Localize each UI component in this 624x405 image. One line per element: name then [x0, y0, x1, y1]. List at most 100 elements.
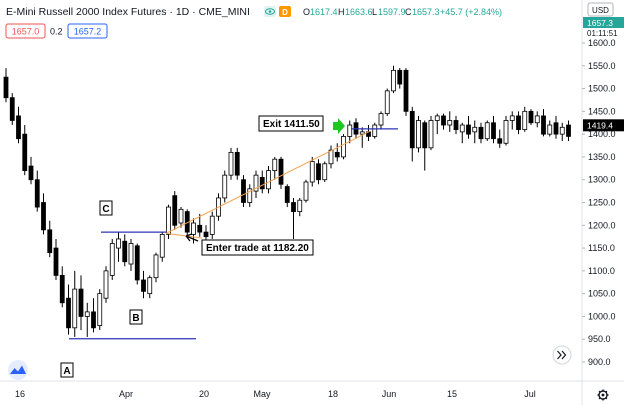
bid-button[interactable]	[5, 23, 46, 39]
candle-body	[334, 151, 340, 158]
candle-body	[516, 115, 521, 130]
time-tick-label: 18	[328, 389, 338, 399]
candle-body	[416, 120, 421, 149]
candle	[347, 120, 353, 144]
last-price-tag	[583, 17, 624, 29]
candle	[284, 184, 290, 208]
candle	[116, 232, 121, 262]
candle	[278, 156, 284, 189]
symbol-title[interactable]: E-Mini Russell 2000 Index Futures · 1D ·…	[6, 6, 250, 18]
candle	[159, 232, 165, 262]
candle	[209, 211, 215, 239]
low-label: L	[372, 7, 377, 17]
price-tick-label: 1400.0	[588, 129, 616, 139]
drawings-layer: C B A Enter trade at 1182.20 Exit 1411.5…	[60, 115, 398, 378]
candle	[528, 109, 534, 126]
eye-icon[interactable]	[264, 6, 276, 17]
candle-body	[522, 110, 528, 130]
data-badge-icon[interactable]: D	[279, 6, 291, 17]
candle-body	[472, 126, 478, 133]
candle-body	[147, 277, 153, 295]
candle-body	[116, 238, 121, 249]
candle-body	[97, 293, 103, 326]
candle	[9, 93, 15, 126]
countdown: 01:11:51	[587, 29, 618, 38]
chevron-right-double-icon	[557, 350, 567, 360]
candle	[372, 122, 378, 139]
candle-body	[203, 231, 209, 238]
trend-line-lower[interactable]	[165, 232, 203, 239]
candle-body	[234, 151, 240, 176]
candle-body	[172, 195, 178, 226]
scroll-to-realtime-button[interactable]	[552, 345, 572, 365]
tradingview-logo-icon[interactable]	[8, 360, 28, 380]
candle-body	[434, 115, 440, 121]
candle-body	[303, 181, 309, 201]
svg-text:D: D	[282, 8, 288, 17]
plot-area[interactable]	[0, 0, 582, 381]
bid-ask-widget: 1657.0 0.2 1657.2	[5, 23, 108, 39]
price-tick-label: 950.0	[588, 334, 611, 344]
candle-body	[541, 115, 546, 135]
candle	[103, 266, 109, 303]
candle	[59, 266, 65, 308]
candle	[291, 197, 296, 239]
candle	[53, 238, 59, 280]
candle-body	[78, 288, 84, 317]
candle-body	[509, 115, 515, 121]
label-a: A	[63, 366, 70, 377]
candle	[222, 170, 228, 203]
candle-body	[41, 202, 46, 231]
candle	[359, 127, 365, 148]
candle-body	[272, 158, 278, 171]
candle-body	[309, 161, 315, 183]
candle	[397, 68, 403, 89]
candle-body	[66, 297, 71, 329]
candle	[428, 115, 434, 151]
candle-body	[297, 199, 303, 213]
price-tick-label: 1100.0	[588, 266, 615, 276]
trend-line-upper[interactable]	[165, 130, 371, 234]
candle-body	[153, 254, 159, 279]
candle-body	[53, 247, 59, 276]
candle-body	[34, 179, 40, 208]
candle-body	[372, 124, 378, 137]
label-c-box	[99, 200, 113, 216]
price-tick-label: 1050.0	[588, 289, 616, 299]
price-tick-label: 1000.0	[588, 311, 616, 321]
candle-body	[441, 115, 446, 126]
candle-body	[128, 243, 134, 265]
candle-body	[291, 202, 296, 213]
candle	[447, 111, 453, 132]
candle	[559, 122, 565, 141]
candle	[34, 170, 40, 212]
candle	[247, 184, 253, 208]
candle-body	[134, 245, 140, 281]
price-axis[interactable]: USD 1657.3 01:11:51 1600.0 1550.0 1500.0 14…	[581, 0, 624, 405]
candle-body	[84, 311, 90, 317]
low-value: 1597.9	[378, 7, 406, 17]
plot-background[interactable]	[0, 0, 582, 381]
ask-button[interactable]	[67, 23, 108, 39]
candle	[516, 111, 521, 135]
candle	[459, 122, 465, 144]
currency-badge[interactable]	[587, 2, 614, 17]
candle-body	[391, 69, 396, 92]
gear-icon[interactable]	[597, 389, 609, 401]
candle	[541, 109, 546, 137]
crosshair-price: 1419.4	[587, 120, 613, 130]
candle	[84, 302, 90, 337]
entry-label: Enter trade at 1182.20	[206, 243, 309, 254]
candle-body	[503, 120, 509, 144]
open-label: O	[303, 7, 310, 17]
candle	[341, 134, 346, 160]
candle-body	[109, 243, 115, 276]
candle-body	[91, 311, 96, 329]
candle	[466, 115, 471, 139]
candle-body	[141, 279, 146, 292]
candle	[97, 289, 103, 331]
candle	[128, 238, 134, 271]
crosshair-price-tag	[583, 119, 624, 132]
currency-label: USD	[592, 6, 609, 15]
time-axis[interactable]: 16 Apr 20 May 18 Jun 15 Jul	[0, 380, 624, 399]
